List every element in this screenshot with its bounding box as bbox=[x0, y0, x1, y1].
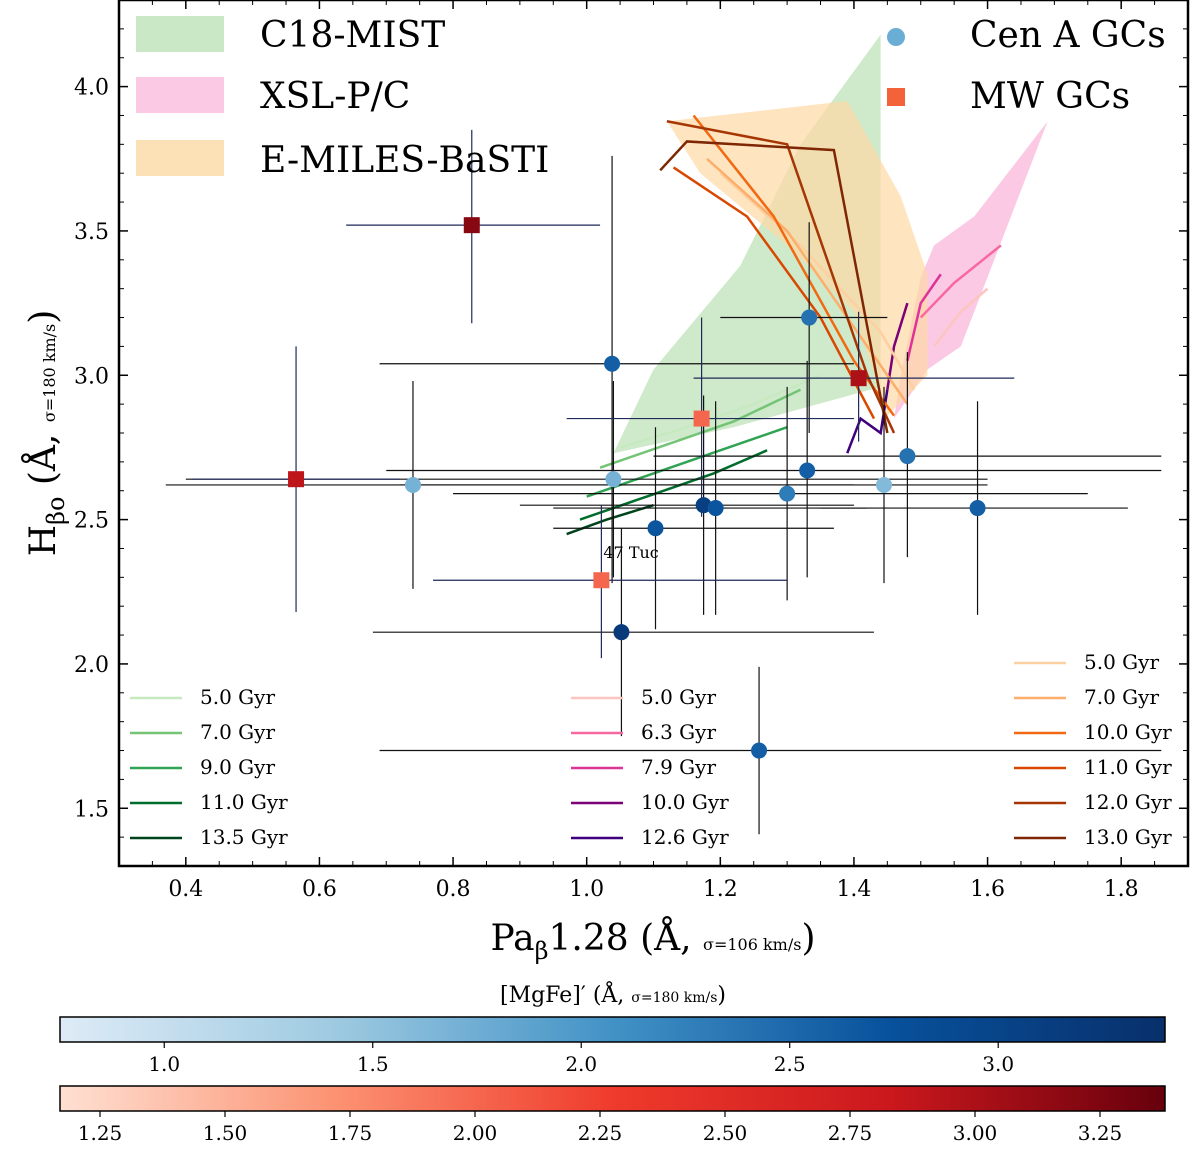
age-legends: 5.0 Gyr 7.0 Gyr 9.0 Gyr 11.0 Gyr 13.5 Gyr 5.0… bbox=[130, 650, 1172, 849]
legend-label-xsl: XSL-P/C bbox=[260, 76, 410, 117]
cen-a-gc-point bbox=[801, 309, 818, 326]
cen-a-gc-point bbox=[799, 462, 816, 479]
model-line bbox=[886, 302, 909, 390]
age-legend-label: 6.3 Gyr bbox=[641, 720, 716, 744]
legend-patch-xsl bbox=[136, 77, 224, 113]
colorbar-tick-label: 2.5 bbox=[774, 1052, 806, 1076]
cen-a-gc-point bbox=[605, 471, 622, 488]
x-axis-label: Paβ1.28 (Å, σ=106 km/s) bbox=[491, 917, 816, 965]
colorbar-mw bbox=[59, 1085, 1166, 1112]
y-axis-label: Hβo (Å, σ=180 km/s) bbox=[22, 310, 73, 557]
x-tick-label: 0.4 bbox=[168, 877, 203, 902]
colorbar-ticks: 1.0 1.5 2.0 2.5 3.0 1.25 1.50 1.75 2.00 2.25 2.50 2… bbox=[78, 1042, 1123, 1145]
mw-gc-point bbox=[593, 572, 610, 589]
cen-a-gc-point bbox=[404, 476, 421, 493]
legend-label-cen-a: Cen A GCs bbox=[970, 15, 1166, 56]
mw-gc-point bbox=[850, 370, 867, 387]
colorbar-tick-label: 1.25 bbox=[78, 1121, 123, 1145]
axis-ticks: 0.4 0.6 0.8 1.0 1.2 1.4 1.6 1.8 1.5 2.0 2.5 3.0 3.5 4… bbox=[74, 0, 1188, 902]
cen-a-gc-point bbox=[647, 520, 664, 537]
x-tick-label: 0.6 bbox=[302, 877, 337, 902]
model-line bbox=[672, 166, 876, 420]
model-line bbox=[566, 503, 654, 536]
model-line bbox=[599, 388, 802, 469]
age-legend-label: 10.0 Gyr bbox=[641, 790, 729, 814]
colorbar-mgfe bbox=[59, 1016, 1166, 1043]
cen-a-gc-point bbox=[604, 355, 621, 372]
colorbar-tick-label: 2.50 bbox=[703, 1121, 748, 1145]
colorbar-tick-label: 3.0 bbox=[982, 1052, 1014, 1076]
cen-a-gc-point bbox=[779, 485, 796, 502]
mw-gc-point bbox=[288, 471, 305, 488]
age-legend-label: 11.0 Gyr bbox=[200, 790, 288, 814]
age-legend-label: 11.0 Gyr bbox=[1084, 755, 1172, 779]
y-tick-label: 4.0 bbox=[74, 76, 109, 101]
age-legend-label: 7.9 Gyr bbox=[641, 755, 716, 779]
age-legend-label: 12.0 Gyr bbox=[1084, 790, 1172, 814]
legend-label-emiles: E-MILES-BaSTI bbox=[260, 140, 549, 181]
colorbar-tick-label: 1.75 bbox=[328, 1121, 373, 1145]
age-legend-label: 7.0 Gyr bbox=[1084, 685, 1159, 709]
age-legend-label: 12.6 Gyr bbox=[641, 825, 729, 849]
cen-a-gc-point bbox=[876, 476, 893, 493]
cen-a-gc-point bbox=[613, 624, 630, 641]
cen-a-gc-point bbox=[707, 500, 724, 517]
mw-gc-point bbox=[463, 217, 480, 234]
model-line bbox=[706, 157, 909, 405]
x-tick-label: 1.4 bbox=[836, 877, 871, 902]
cen-a-gc-point bbox=[899, 448, 916, 465]
legend-marker-cen-a bbox=[887, 28, 905, 46]
y-tick-label: 1.5 bbox=[74, 797, 109, 822]
y-tick-label: 3.5 bbox=[74, 220, 109, 245]
colorbar-tick-label: 2.0 bbox=[565, 1052, 597, 1076]
legend-patch-emiles bbox=[136, 140, 224, 176]
age-legend-label: 5.0 Gyr bbox=[641, 685, 716, 709]
age-legend-label: 13.0 Gyr bbox=[1084, 825, 1172, 849]
cen-a-gc-point bbox=[695, 497, 712, 514]
age-legend-label: 5.0 Gyr bbox=[200, 685, 275, 709]
y-tick-label: 2.5 bbox=[74, 509, 109, 534]
age-legend-label: 13.5 Gyr bbox=[200, 825, 288, 849]
colorbar-tick-label: 3.25 bbox=[1078, 1121, 1123, 1145]
x-tick-label: 0.8 bbox=[436, 877, 471, 902]
colorbar-tick-label: 1.50 bbox=[203, 1121, 248, 1145]
colorbar-label: [MgFe]′ (Å, σ=180 km/s) bbox=[500, 980, 726, 1008]
model-line bbox=[919, 244, 1002, 319]
colorbar-tick-label: 3.00 bbox=[953, 1121, 998, 1145]
colorbar-tick-label: 2.75 bbox=[828, 1121, 873, 1145]
mw-gc-point bbox=[693, 410, 710, 427]
legend-label-c18-mist: C18-MIST bbox=[260, 15, 445, 56]
data-points: 47 Tuc bbox=[288, 217, 986, 759]
colorbar-tick-label: 1.5 bbox=[357, 1052, 389, 1076]
x-tick-label: 1.2 bbox=[703, 877, 738, 902]
model-line bbox=[719, 172, 916, 391]
model-line bbox=[906, 273, 942, 362]
colorbar-tick-label: 1.0 bbox=[148, 1052, 180, 1076]
age-legend-label: 7.0 Gyr bbox=[200, 720, 275, 744]
x-tick-label: 1.0 bbox=[569, 877, 604, 902]
model-line bbox=[933, 287, 989, 348]
model-line bbox=[659, 140, 889, 434]
cen-a-gc-point bbox=[751, 742, 768, 759]
legend-main: C18-MIST XSL-P/C E-MILES-BaSTI Cen A GCs… bbox=[136, 15, 1166, 181]
mw-gc-annotation: 47 Tuc bbox=[603, 543, 658, 562]
legend-marker-mw bbox=[887, 88, 905, 106]
age-legend-label: 5.0 Gyr bbox=[1084, 650, 1159, 674]
age-legend-label: 10.0 Gyr bbox=[1084, 720, 1172, 744]
age-legend-label: 9.0 Gyr bbox=[200, 755, 275, 779]
cen-a-gc-point bbox=[969, 500, 986, 517]
colorbar-tick-label: 2.00 bbox=[453, 1121, 498, 1145]
y-tick-label: 2.0 bbox=[74, 653, 109, 678]
colorbar-tick-label: 2.25 bbox=[578, 1121, 623, 1145]
x-tick-label: 1.6 bbox=[970, 877, 1005, 902]
legend-patch-c18-mist bbox=[136, 16, 224, 52]
x-tick-label: 1.8 bbox=[1104, 877, 1139, 902]
y-tick-label: 3.0 bbox=[74, 364, 109, 389]
legend-label-mw: MW GCs bbox=[970, 76, 1130, 117]
